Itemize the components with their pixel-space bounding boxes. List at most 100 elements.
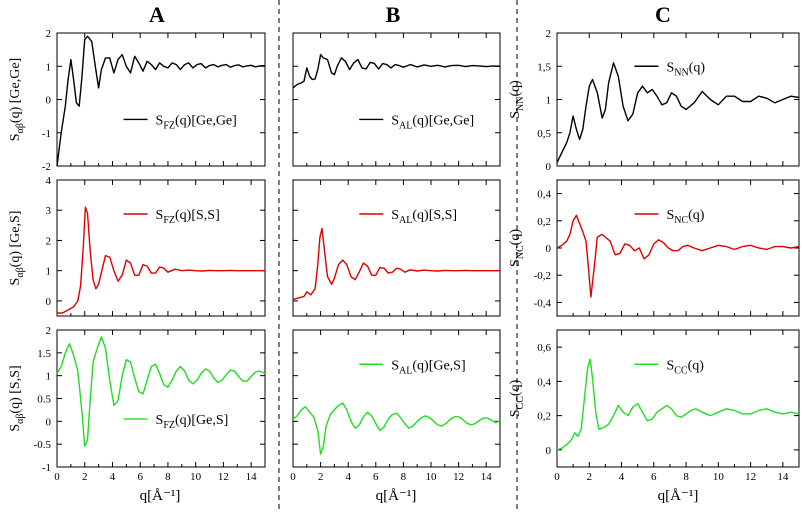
y-tick-label: 0 <box>546 243 552 255</box>
chart-panel-c-bottom: 0 2 4 6 8 10 12 14 0 0,2 0,4 0,6 SCC(q) SCC(q) <box>508 329 800 483</box>
plot-frame <box>556 329 800 468</box>
x-tick-label: 8 <box>401 471 407 483</box>
y-tick-label: 2 <box>546 28 552 40</box>
y-tick-label: 2 <box>46 235 52 247</box>
x-tick-label: 10 <box>190 471 202 483</box>
y-tick-label: -1 <box>42 462 51 474</box>
y-tick-label: 0 <box>546 161 552 173</box>
plot-frame <box>292 179 501 317</box>
chart-panel-b-bottom: 0 2 4 6 8 10 12 14 SAL(q)[Ge,S] <box>290 329 501 483</box>
series-line <box>556 62 800 164</box>
y-tick-label: 2 <box>46 28 52 40</box>
legend-entry: SAL(q)[Ge,Ge] <box>391 113 474 131</box>
chart-panel-a-top: -2 -1 0 1 2 Sαβ(q) [Ge,Ge] SFZ(q)[Ge,Ge] <box>8 28 266 173</box>
y-axis-label: Sαβ(q) [S,S] <box>8 365 26 431</box>
x-axis-label-c: q[Å⁻¹] <box>658 488 699 504</box>
x-tick-label: 12 <box>745 471 756 483</box>
legend-entry: SAL(q)[Ge,S] <box>391 358 465 376</box>
series-line <box>556 214 800 298</box>
x-tick-label: 10 <box>426 471 438 483</box>
y-tick-label: -2 <box>42 161 51 173</box>
legend-entry: SFZ(q)[Ge,Ge] <box>156 113 237 131</box>
x-tick-label: 2 <box>318 471 324 483</box>
series-line <box>56 336 266 448</box>
x-tick-label: 6 <box>651 471 657 483</box>
x-tick-label: 12 <box>218 471 229 483</box>
x-axis-label-b: q[Å⁻¹] <box>376 488 417 504</box>
x-tick-label: 4 <box>619 471 625 483</box>
x-tick-label: 6 <box>137 471 143 483</box>
x-tick-label: 12 <box>453 471 464 483</box>
y-tick-label: 1,5 <box>537 61 551 73</box>
y-tick-label: 0 <box>46 416 52 428</box>
y-tick-label: 1 <box>546 95 552 107</box>
y-tick-label: 0 <box>546 445 552 457</box>
y-tick-label: 0,6 <box>537 342 551 354</box>
y-tick-label: 1 <box>46 61 52 73</box>
x-tick-label: 0 <box>54 471 60 483</box>
x-tick-label: 4 <box>345 471 351 483</box>
x-tick-label: 8 <box>165 471 171 483</box>
y-tick-label: 1 <box>46 266 52 278</box>
series-line <box>57 206 265 314</box>
y-axis-label: Sαβ(q) [Ge,S] <box>8 211 26 286</box>
y-tick-label: 2 <box>46 325 52 337</box>
y-tick-label: 4 <box>46 175 52 187</box>
y-tick-label: 0 <box>46 95 52 107</box>
chart-panel-a-bottom: 0 2 4 6 8 10 12 14 -1 -0.5 0 0.5 1 1.5 2 Sαβ(q) [S,S] SF… <box>8 325 266 483</box>
chart-panel-b-middle: SAL(q)[S,S] <box>292 179 501 317</box>
y-tick-label: 3 <box>46 205 52 217</box>
x-tick-label: 0 <box>290 471 296 483</box>
chart-panel-b-top: SAL(q)[Ge,Ge] <box>292 32 501 167</box>
y-tick-label: 0 <box>46 296 52 308</box>
y-tick-label: 0,4 <box>537 376 551 388</box>
y-tick-label: 0,5 <box>537 128 551 140</box>
y-axis-label: SCC(q) <box>508 379 526 417</box>
x-tick-label: 4 <box>110 471 116 483</box>
plot-frame <box>56 32 266 167</box>
y-axis-label: Sαβ(q) [Ge,Ge] <box>8 58 26 141</box>
y-tick-label: -0,4 <box>534 297 552 309</box>
x-tick-label: 0 <box>554 471 560 483</box>
y-tick-label: 0.5 <box>37 394 51 406</box>
legend-entry: SAL(q)[S,S] <box>391 208 457 226</box>
y-tick-label: 1 <box>46 371 52 383</box>
y-tick-label: -1 <box>42 128 51 140</box>
x-tick-label: 14 <box>246 471 258 483</box>
plot-frame <box>56 179 266 317</box>
x-tick-label: 6 <box>373 471 379 483</box>
series-line <box>292 227 500 301</box>
plot-frame <box>56 329 266 468</box>
x-tick-label: 14 <box>777 471 789 483</box>
series-line <box>556 358 800 451</box>
series-line <box>292 402 501 455</box>
x-tick-label: 8 <box>683 471 689 483</box>
plot-frame <box>292 32 501 167</box>
column-title-a: A <box>149 2 165 27</box>
chart-panel-c-top: 0 0,5 1 1,5 2 SNN(q) SNN(q) <box>508 28 800 173</box>
column-title-c: C <box>655 2 671 27</box>
series-line <box>56 35 266 167</box>
chart-panel-c-middle: -0,4 -0,2 0 0,2 0,4 SNC(q) SNC(q) <box>508 179 800 317</box>
legend-entry: SCC(q) <box>666 358 704 376</box>
y-axis-label: SNN(q) <box>508 80 526 119</box>
legend-entry: SFZ(q)[Ge,S] <box>156 413 229 431</box>
y-axis-label: SNC(q) <box>508 229 526 267</box>
series-line <box>292 53 501 89</box>
y-tick-label: 1.5 <box>37 348 51 360</box>
x-tick-label: 10 <box>713 471 725 483</box>
legend-entry: SNN(q) <box>666 60 705 78</box>
x-tick-label: 2 <box>82 471 88 483</box>
legend-entry: SNC(q) <box>666 208 704 226</box>
y-tick-label: 0,2 <box>537 216 551 228</box>
y-tick-label: 0,4 <box>537 189 551 201</box>
legend-entry: SFZ(q)[S,S] <box>156 208 220 226</box>
x-tick-label: 14 <box>481 471 493 483</box>
column-title-b: B <box>386 2 401 27</box>
x-axis-label-a: q[Å⁻¹] <box>140 488 181 504</box>
y-tick-label: -0.5 <box>34 439 52 451</box>
chart-panel-a-middle: 0 1 2 3 4 Sαβ(q) [Ge,S] SFZ(q)[S,S] <box>8 175 266 317</box>
